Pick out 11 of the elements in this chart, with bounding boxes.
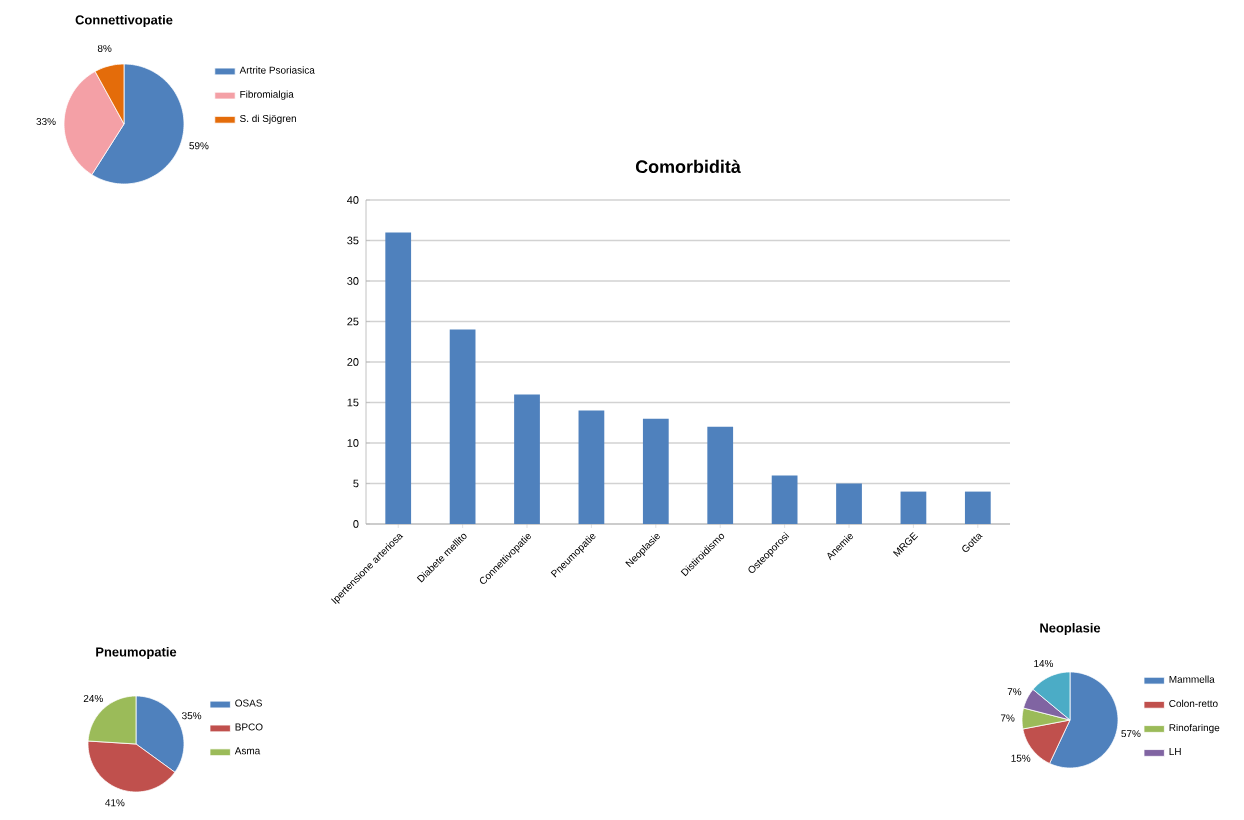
bar xyxy=(514,394,540,524)
bar xyxy=(771,475,798,524)
bar xyxy=(385,232,412,524)
bar xyxy=(836,483,862,524)
chart-title: Comorbidità xyxy=(635,159,741,174)
bar xyxy=(707,426,734,524)
bar xyxy=(642,418,669,524)
bar xyxy=(900,491,927,524)
bar xyxy=(578,410,605,524)
bar xyxy=(964,491,991,524)
bar xyxy=(449,329,476,524)
